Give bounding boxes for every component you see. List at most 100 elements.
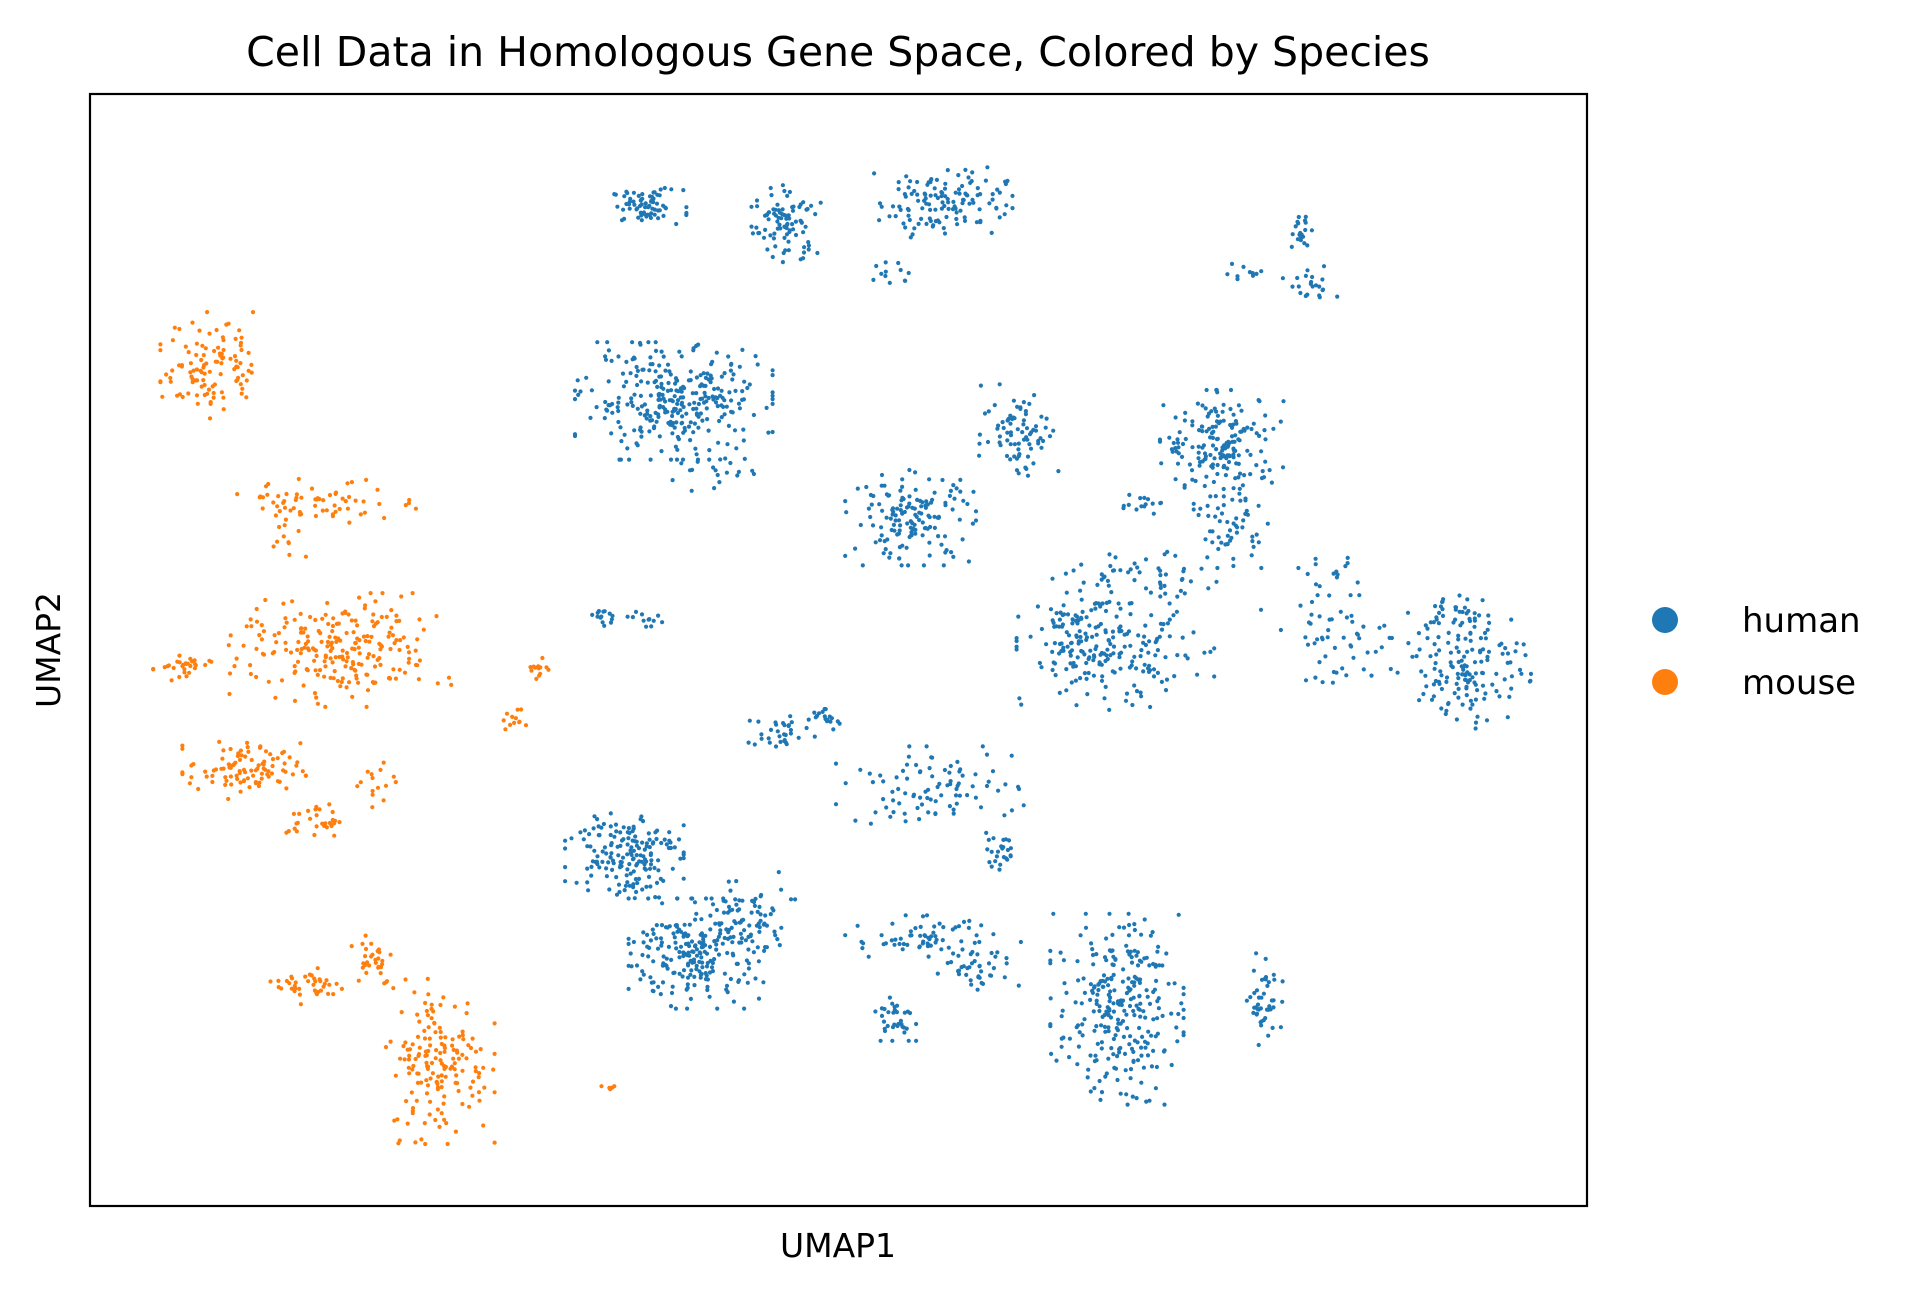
- data-point: [1210, 540, 1215, 545]
- data-point: [907, 467, 912, 473]
- data-point: [409, 1090, 414, 1095]
- data-point: [645, 408, 650, 413]
- data-point: [1365, 650, 1370, 655]
- data-point: [1256, 503, 1261, 508]
- data-point: [909, 532, 914, 538]
- data-point: [726, 423, 732, 428]
- data-point: [1097, 1008, 1102, 1014]
- data-point: [1200, 445, 1205, 450]
- data-point: [501, 718, 506, 723]
- data-point: [773, 720, 778, 725]
- data-point: [375, 785, 381, 790]
- data-point: [341, 657, 346, 662]
- data-point: [1134, 507, 1139, 512]
- data-point: [756, 996, 762, 1001]
- data-point: [679, 461, 684, 466]
- data-point: [1092, 601, 1097, 606]
- data-point: [379, 644, 384, 649]
- data-point: [674, 924, 680, 929]
- data-point: [965, 793, 970, 798]
- data-point: [997, 382, 1002, 387]
- data-point: [1048, 996, 1053, 1001]
- data-point: [1099, 662, 1104, 667]
- data-point: [939, 793, 944, 798]
- data-point: [1128, 1067, 1134, 1072]
- data-point: [775, 937, 780, 942]
- data-point: [370, 792, 375, 797]
- human-cluster-30: [843, 913, 996, 966]
- data-point: [1117, 655, 1122, 660]
- data-point: [737, 364, 742, 369]
- data-point: [1432, 642, 1437, 647]
- data-point: [1278, 419, 1283, 424]
- data-point: [1123, 1068, 1128, 1073]
- data-point: [268, 979, 273, 984]
- data-point: [881, 1019, 887, 1024]
- human-cluster-11: [1157, 387, 1286, 499]
- data-point: [1128, 1034, 1133, 1039]
- data-point: [337, 654, 342, 660]
- data-point: [1249, 426, 1254, 432]
- data-point: [1061, 603, 1066, 608]
- data-point: [358, 512, 363, 517]
- data-point: [1075, 655, 1080, 660]
- data-point: [207, 416, 213, 421]
- data-point: [986, 779, 991, 784]
- data-point: [722, 935, 727, 941]
- data-point: [1181, 992, 1186, 997]
- data-point: [421, 627, 426, 632]
- data-point: [393, 676, 398, 681]
- data-point: [323, 612, 328, 617]
- data-point: [1129, 955, 1134, 960]
- data-point: [256, 763, 261, 768]
- data-point: [921, 563, 927, 568]
- data-point: [1134, 666, 1139, 671]
- data-point: [383, 1045, 389, 1050]
- data-point: [177, 392, 182, 397]
- data-point: [860, 563, 865, 568]
- data-point: [429, 1002, 434, 1007]
- data-point: [653, 369, 658, 374]
- data-point: [924, 744, 929, 749]
- data-point: [651, 980, 656, 985]
- data-point: [1136, 633, 1141, 638]
- data-point: [151, 666, 156, 672]
- data-point: [1309, 612, 1314, 617]
- data-point: [442, 1066, 447, 1071]
- data-point: [281, 749, 287, 754]
- data-point: [941, 226, 946, 231]
- data-point: [1021, 418, 1026, 423]
- data-point: [654, 936, 659, 941]
- data-point: [1021, 400, 1026, 405]
- data-point: [883, 547, 888, 552]
- data-point: [1011, 398, 1017, 403]
- data-point: [424, 1078, 429, 1083]
- data-point: [673, 940, 678, 945]
- data-point: [237, 328, 242, 333]
- data-point: [673, 1006, 679, 1011]
- data-point: [658, 374, 664, 379]
- data-point: [1240, 483, 1245, 488]
- data-point: [654, 201, 660, 206]
- data-point: [722, 371, 727, 376]
- data-point: [612, 834, 617, 839]
- data-point: [365, 655, 370, 660]
- data-point: [391, 774, 396, 779]
- data-point: [894, 775, 899, 780]
- data-point: [903, 278, 908, 283]
- data-point: [759, 736, 764, 741]
- data-point: [627, 862, 632, 867]
- data-point: [700, 933, 705, 939]
- data-point: [1462, 654, 1467, 659]
- data-point: [1373, 649, 1378, 654]
- data-point: [1016, 447, 1021, 452]
- data-point: [1296, 565, 1301, 571]
- data-point: [884, 805, 889, 810]
- data-point: [595, 340, 600, 345]
- data-point: [941, 563, 946, 568]
- data-point: [435, 1085, 441, 1090]
- data-point: [434, 614, 439, 619]
- data-point: [913, 531, 918, 536]
- data-point: [1256, 1042, 1261, 1048]
- data-point: [1220, 448, 1225, 453]
